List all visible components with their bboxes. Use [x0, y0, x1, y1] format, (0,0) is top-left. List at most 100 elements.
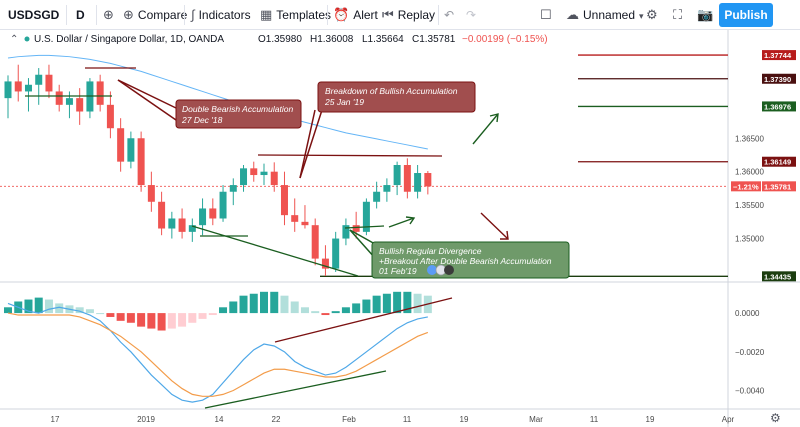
price-axis[interactable]: 1.36500 1.36000 1.35500 1.35000 1.37744 1.373…: [731, 50, 796, 282]
layout-name: Unnamed: [583, 8, 636, 22]
undo-icon: ↶: [444, 8, 455, 22]
support-line[interactable]: [344, 225, 385, 229]
macd-drawings[interactable]: [204, 297, 453, 409]
undo-button[interactable]: ↶: [444, 0, 454, 30]
collapse-legend-icon[interactable]: ⌃: [10, 34, 18, 45]
toolbar-divider: [96, 5, 97, 25]
chevron-down-icon: ▾: [639, 11, 644, 21]
candle: [424, 171, 432, 195]
candle-body: [219, 191, 227, 219]
interval-button[interactable]: D: [76, 8, 85, 22]
callout-pointer: [299, 109, 316, 179]
candle: [250, 161, 258, 182]
time-axis[interactable]: 17 2019 14 22 Feb 11 19 Mar 11 19 Apr: [51, 415, 735, 424]
replay-button[interactable]: ⏮ Replay: [382, 0, 435, 30]
news-icon[interactable]: [444, 265, 454, 275]
templates-button[interactable]: ▦ Templates: [260, 0, 331, 30]
callout-text: Breakdown of Bullish Accumulation: [325, 86, 458, 96]
alert-label: Alert: [353, 8, 378, 22]
macd-divergence-line[interactable]: [204, 370, 387, 409]
price-tag: [762, 271, 796, 282]
callout-text: +Breakout After Double Bearish Accumulat…: [379, 256, 552, 266]
candle-body: [352, 225, 360, 232]
legend-close: C1.35781: [412, 34, 456, 45]
candle: [219, 185, 227, 222]
ma-line: [7, 54, 428, 150]
macd-bar: [157, 313, 166, 331]
candle-body: [35, 74, 43, 85]
resistance-line[interactable]: [257, 154, 443, 157]
callout-text: Bullish Regular Divergence: [379, 246, 482, 256]
alarm-clock-icon: ⏰: [333, 7, 350, 22]
time-tick-label: 19: [646, 415, 655, 424]
add-symbol-button[interactable]: ⊕: [103, 0, 118, 30]
chart-area[interactable]: ⌃ U.S. Dollar / Singapore Dollar, 1D, OA…: [0, 30, 800, 427]
callout-pointer: [299, 109, 323, 179]
indicators-button[interactable]: ∫ Indicators: [191, 0, 251, 30]
symbol-search[interactable]: USDSGD: [8, 8, 60, 22]
macd-axis[interactable]: 0.0000 −0.0020 −0.0040: [735, 309, 765, 395]
candle: [76, 88, 84, 125]
macd-bar: [382, 293, 391, 314]
macd-bar: [249, 293, 258, 314]
callout-bullish-divergence[interactable]: [371, 241, 570, 279]
macd-bar: [341, 307, 350, 314]
callout-text: Double Bearish Accumulation: [182, 104, 293, 114]
legend-high: H1.36008: [310, 34, 354, 45]
candle-body: [373, 191, 381, 202]
candle: [137, 131, 145, 192]
time-tick-label: Feb: [342, 415, 356, 424]
candle-body: [106, 104, 114, 129]
indicators-label: Indicators: [198, 8, 251, 22]
layout-icon: ☐: [540, 7, 552, 22]
down-arrow[interactable]: [480, 212, 509, 240]
templates-label: Templates: [276, 8, 331, 22]
macd-tick-label: 0.0000: [735, 309, 760, 318]
callout-breakdown[interactable]: [317, 81, 476, 113]
gear-icon[interactable]: ⚙: [770, 411, 781, 425]
legend-low: L1.35664: [362, 34, 404, 45]
candle-body: [209, 208, 217, 219]
layout-button[interactable]: ☐: [540, 0, 556, 30]
candle-body: [301, 221, 309, 226]
macd-bar: [311, 311, 320, 314]
compare-button[interactable]: ⊕ Compare: [123, 0, 187, 30]
chart-canvas[interactable]: ⌃ U.S. Dollar / Singapore Dollar, 1D, OA…: [0, 30, 800, 427]
settings-button[interactable]: ⚙: [646, 0, 662, 30]
candle-body: [280, 185, 288, 216]
event-markers[interactable]: [427, 264, 454, 276]
candle-body: [270, 171, 278, 186]
fullscreen-button[interactable]: ⛶: [673, 0, 686, 30]
macd-bar: [24, 299, 33, 314]
up-arrow[interactable]: [388, 217, 415, 228]
redo-button[interactable]: ↷: [466, 0, 476, 30]
up-arrow[interactable]: [472, 113, 499, 145]
macd-bar: [362, 299, 371, 314]
macd-bar: [55, 303, 64, 314]
candle-body: [147, 185, 155, 202]
candle-body: [383, 185, 391, 192]
legend-change: −0.00199 (−0.15%): [462, 34, 548, 45]
macd-bar: [198, 313, 207, 319]
candle: [260, 163, 268, 186]
callout-pointer: [349, 229, 376, 245]
candle: [106, 91, 114, 139]
publish-button[interactable]: Publish: [719, 3, 773, 27]
macd-divergence-line[interactable]: [274, 297, 453, 343]
callout-double-bearish[interactable]: [175, 99, 302, 129]
candle: [280, 171, 288, 226]
snapshot-button[interactable]: 📷: [697, 0, 717, 30]
candle-body: [332, 238, 340, 269]
price-tag-label: 1.36976: [764, 102, 791, 111]
candle: [229, 178, 237, 206]
candle: [311, 218, 319, 266]
drawing-layer[interactable]: Double Bearish Accumulation 27 Dec '18 B…: [25, 67, 570, 279]
price-tick-label: 1.35000: [735, 235, 764, 244]
divergence-trend-line[interactable]: [191, 225, 359, 277]
layout-name-button[interactable]: ☁ Unnamed ▾: [566, 0, 644, 30]
candle: [291, 198, 299, 232]
alert-button[interactable]: ⏰ Alert: [333, 0, 378, 30]
candle: [393, 161, 401, 196]
callout-pointer: [117, 79, 177, 121]
flag-icon[interactable]: [427, 265, 437, 275]
